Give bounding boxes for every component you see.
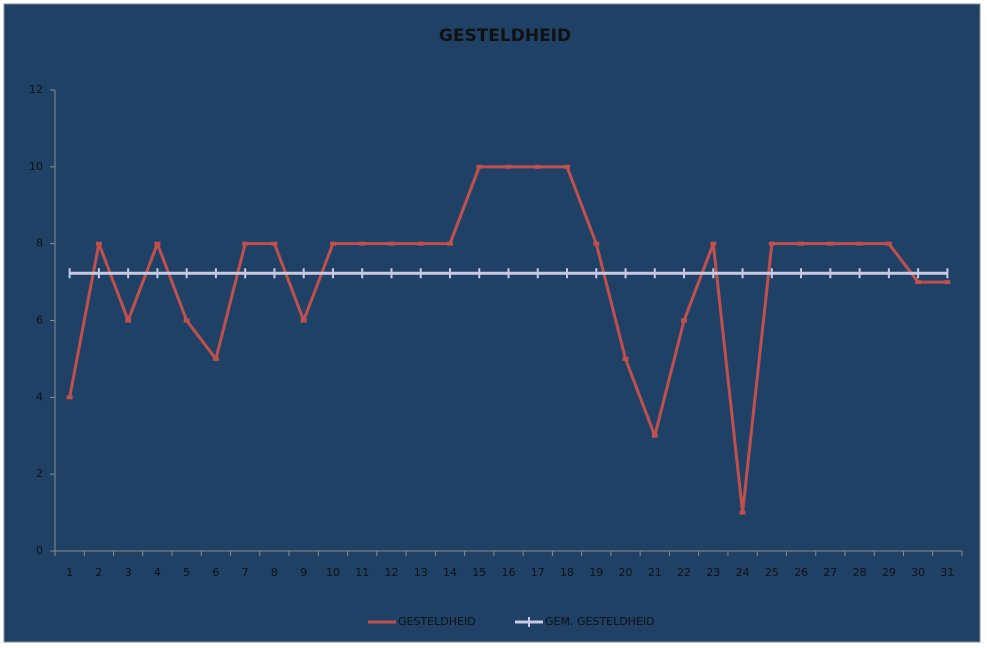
x-tick-label: 17 — [531, 566, 545, 579]
x-tick-label: 24 — [736, 566, 750, 579]
x-tick-label: 6 — [212, 566, 219, 579]
y-tick-label: 6 — [36, 314, 43, 327]
x-tick-label: 15 — [472, 566, 486, 579]
x-tick-label: 25 — [765, 566, 779, 579]
x-tick-label: 12 — [384, 566, 398, 579]
x-tick-label: 7 — [242, 566, 249, 579]
x-tick-label: 19 — [589, 566, 603, 579]
x-tick-label: 9 — [300, 566, 307, 579]
x-tick-label: 27 — [823, 566, 837, 579]
x-tick-label: 23 — [706, 566, 720, 579]
x-tick-label: 11 — [355, 566, 369, 579]
x-tick-label: 26 — [794, 566, 808, 579]
y-tick-label: 0 — [36, 544, 43, 557]
x-tick-label: 31 — [940, 566, 954, 579]
x-tick-label: 1 — [66, 566, 73, 579]
x-tick-label: 4 — [154, 566, 161, 579]
x-tick-label: 22 — [677, 566, 691, 579]
x-tick-label: 5 — [183, 566, 190, 579]
x-tick-label: 8 — [271, 566, 278, 579]
y-tick-label: 12 — [29, 83, 43, 96]
legend-label: GESTELDHEID — [398, 615, 476, 628]
x-tick-label: 21 — [648, 566, 662, 579]
legend-label: GEM. GESTELDHEID — [545, 615, 655, 628]
chart-title: GESTELDHEID — [439, 26, 571, 46]
y-tick-label: 8 — [36, 237, 43, 250]
x-tick-label: 3 — [125, 566, 132, 579]
x-tick-label: 10 — [326, 566, 340, 579]
x-tick-label: 2 — [95, 566, 102, 579]
x-tick-label: 16 — [502, 566, 516, 579]
x-tick-label: 13 — [414, 566, 428, 579]
chart-background — [3, 3, 981, 643]
y-tick-label: 2 — [36, 467, 43, 480]
x-tick-label: 18 — [560, 566, 574, 579]
y-tick-label: 4 — [36, 390, 43, 403]
x-tick-label: 28 — [853, 566, 867, 579]
x-tick-label: 20 — [619, 566, 633, 579]
y-tick-label: 10 — [29, 160, 43, 173]
x-tick-label: 30 — [911, 566, 925, 579]
x-tick-label: 14 — [443, 566, 457, 579]
x-tick-label: 29 — [882, 566, 896, 579]
